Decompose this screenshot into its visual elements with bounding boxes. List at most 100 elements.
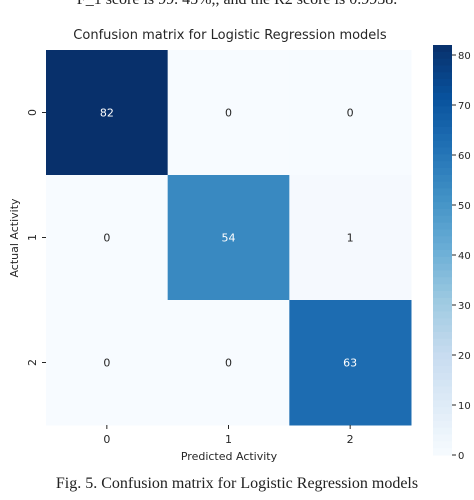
colorbar-segment bbox=[433, 414, 452, 422]
cell-value-label: 0 bbox=[103, 357, 110, 370]
heatmap-cell bbox=[167, 175, 290, 301]
y-tick-label: 0 bbox=[26, 109, 39, 116]
colorbar-segment bbox=[433, 202, 452, 210]
colorbar-segment bbox=[433, 209, 452, 217]
heatmap-cell-labels: 82 0 0 0 54 1 0 0 63 bbox=[100, 107, 357, 370]
colorbar-segment bbox=[433, 284, 452, 292]
colorbar-segment bbox=[433, 318, 452, 326]
colorbar-segment bbox=[433, 420, 452, 429]
y-tick-label: 2 bbox=[26, 359, 39, 366]
colorbar-segment bbox=[433, 352, 452, 360]
colorbar-segment bbox=[433, 161, 452, 169]
heatmap-cell bbox=[46, 175, 169, 301]
colorbar-segment bbox=[433, 236, 452, 244]
colorbar-segment bbox=[433, 400, 452, 408]
heatmap-cell bbox=[289, 50, 412, 176]
cell-value-label: 63 bbox=[343, 357, 357, 370]
colorbar-segment bbox=[433, 222, 452, 230]
colorbar-segment bbox=[433, 86, 452, 94]
colorbar-segment bbox=[433, 65, 452, 73]
colorbar-segment bbox=[433, 133, 452, 142]
heatmap-cell bbox=[289, 175, 412, 301]
colorbar-segment bbox=[433, 448, 452, 456]
cell-value-label: 1 bbox=[347, 232, 354, 245]
y-tick-label: 1 bbox=[26, 234, 39, 241]
heatmap-cell bbox=[46, 50, 169, 176]
colorbar-segment bbox=[433, 195, 452, 203]
cell-value-label: 0 bbox=[347, 107, 354, 120]
colorbar-segment bbox=[433, 427, 452, 435]
colorbar bbox=[433, 45, 452, 456]
y-axis-label: Actual Activity bbox=[8, 198, 21, 278]
colorbar-segment bbox=[433, 106, 452, 114]
colorbar-tick-label: 60 bbox=[458, 151, 471, 162]
colorbar-segment bbox=[433, 58, 452, 66]
colorbar-segment bbox=[433, 72, 452, 80]
colorbar-segment bbox=[433, 311, 452, 319]
colorbar-segment bbox=[433, 168, 452, 176]
colorbar-segment bbox=[433, 338, 452, 347]
colorbar-segment bbox=[433, 373, 452, 381]
cell-value-label: 0 bbox=[225, 107, 232, 120]
colorbar-tick-label: 30 bbox=[458, 301, 471, 312]
colorbar-segment bbox=[433, 92, 452, 101]
colorbar-tick-label: 40 bbox=[458, 251, 471, 262]
top-text: F_1 score is 99. 45%,, and the R2 score … bbox=[0, 0, 474, 9]
x-axis-label: Predicted Activity bbox=[181, 450, 278, 463]
colorbar-segment bbox=[433, 113, 452, 121]
colorbar-segment bbox=[433, 45, 452, 53]
heatmap-cell bbox=[289, 300, 412, 426]
colorbar-segment bbox=[433, 386, 452, 394]
colorbar-tick-label: 70 bbox=[458, 101, 471, 112]
chart-title: Confusion matrix for Logistic Regression… bbox=[73, 28, 387, 43]
colorbar-segment bbox=[433, 181, 452, 189]
colorbar-segment bbox=[433, 441, 452, 449]
colorbar-segment bbox=[433, 188, 452, 196]
x-tick-label: 1 bbox=[225, 433, 232, 446]
colorbar-segment bbox=[433, 140, 452, 148]
colorbar-segment bbox=[433, 297, 452, 306]
x-tick-label: 0 bbox=[103, 433, 110, 446]
colorbar-tick-label: 50 bbox=[458, 201, 471, 212]
heatmap-cell bbox=[46, 300, 169, 426]
colorbar-segment bbox=[433, 79, 452, 87]
colorbar-segment bbox=[433, 407, 452, 415]
colorbar-segment bbox=[433, 393, 452, 401]
colorbar-tick-label: 20 bbox=[458, 351, 471, 362]
colorbar-segment bbox=[433, 366, 452, 374]
colorbar-segment bbox=[433, 250, 452, 258]
colorbar-segment bbox=[433, 277, 452, 285]
colorbar-segment bbox=[433, 325, 452, 333]
colorbar-segment bbox=[433, 215, 452, 224]
cell-value-label: 82 bbox=[100, 107, 114, 120]
colorbar-segment bbox=[433, 51, 452, 60]
colorbar-segment bbox=[433, 263, 452, 271]
cell-value-label: 0 bbox=[103, 232, 110, 245]
colorbar-tick-label: 10 bbox=[458, 401, 471, 412]
colorbar-segment bbox=[433, 120, 452, 128]
heatmap-cell bbox=[167, 50, 290, 176]
figure-caption: Fig. 5. Confusion matrix for Logistic Re… bbox=[55, 475, 419, 492]
colorbar-segment bbox=[433, 379, 452, 388]
colorbar-segment bbox=[433, 174, 452, 183]
colorbar-segment bbox=[433, 345, 452, 353]
colorbar-segment bbox=[433, 434, 452, 442]
colorbar-segment bbox=[433, 229, 452, 237]
colorbar-segment bbox=[433, 359, 452, 367]
colorbar-segment bbox=[433, 256, 452, 265]
colorbar-segment bbox=[433, 99, 452, 107]
colorbar-segment bbox=[433, 243, 452, 251]
colorbar-segment bbox=[433, 291, 452, 299]
colorbar-ticks: 0 10 20 30 40 50 60 70 80 bbox=[452, 51, 471, 462]
heatmap-cells bbox=[46, 50, 412, 426]
colorbar-segment bbox=[433, 332, 452, 340]
heatmap-cell bbox=[167, 300, 290, 426]
x-tick-label: 2 bbox=[347, 433, 354, 446]
colorbar-segment bbox=[433, 147, 452, 155]
colorbar-tick-label: 0 bbox=[458, 451, 464, 462]
colorbar-segment bbox=[433, 154, 452, 162]
colorbar-segment bbox=[433, 127, 452, 135]
colorbar-segment bbox=[433, 304, 452, 312]
y-axis-ticks: 0 1 2 bbox=[26, 109, 46, 366]
